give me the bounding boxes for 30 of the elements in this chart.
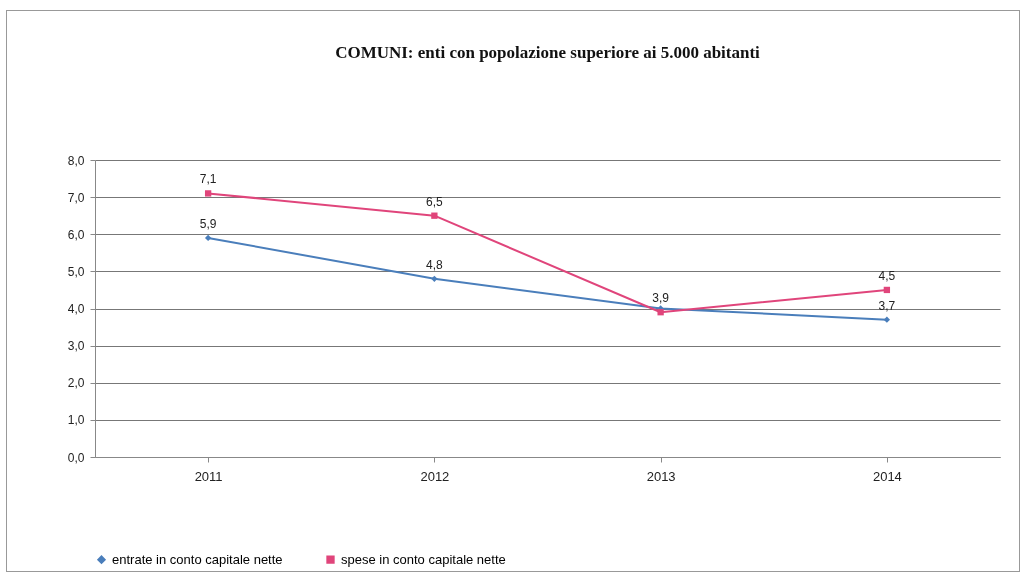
- legend-label: entrate in conto capitale nette: [112, 551, 283, 567]
- point: [204, 234, 212, 242]
- point: [431, 212, 438, 219]
- x-tick-label: 2014: [872, 468, 902, 484]
- chart-title: COMUNI: enti con popolazione superiore ai 5.000 abitanti: [335, 43, 761, 62]
- y-tick-label: 6,0: [67, 227, 85, 242]
- point: [204, 190, 212, 197]
- data-label: 3,7: [878, 298, 896, 313]
- data-label: 6,5: [426, 194, 444, 209]
- point: [883, 316, 891, 323]
- legend-label: spese in conto capitale nette: [341, 551, 506, 567]
- y-tick-label: 5,0: [67, 264, 85, 279]
- x-tick-label: 2013: [646, 468, 676, 484]
- data-label: 5,9: [199, 216, 217, 231]
- y-tick-label: 2,0: [67, 376, 85, 391]
- x-tick-label: 2011: [194, 468, 223, 484]
- point: [657, 309, 664, 316]
- data-label: 4,5: [878, 268, 896, 283]
- data-label: 7,1: [199, 172, 217, 187]
- y-tick-label: 3,0: [67, 339, 85, 354]
- data-label: 4,8: [426, 257, 444, 272]
- y-tick-label: 8,0: [67, 153, 85, 168]
- data-label: 3,9: [652, 291, 670, 306]
- y-tick-label: 7,0: [67, 190, 85, 205]
- y-tick-label: 4,0: [67, 302, 85, 316]
- point: [883, 286, 891, 294]
- x-tick-label: 2012: [420, 468, 450, 484]
- y-tick-label: 0,0: [67, 450, 85, 465]
- point: [431, 275, 438, 282]
- y-tick-label: 1,0: [67, 413, 85, 428]
